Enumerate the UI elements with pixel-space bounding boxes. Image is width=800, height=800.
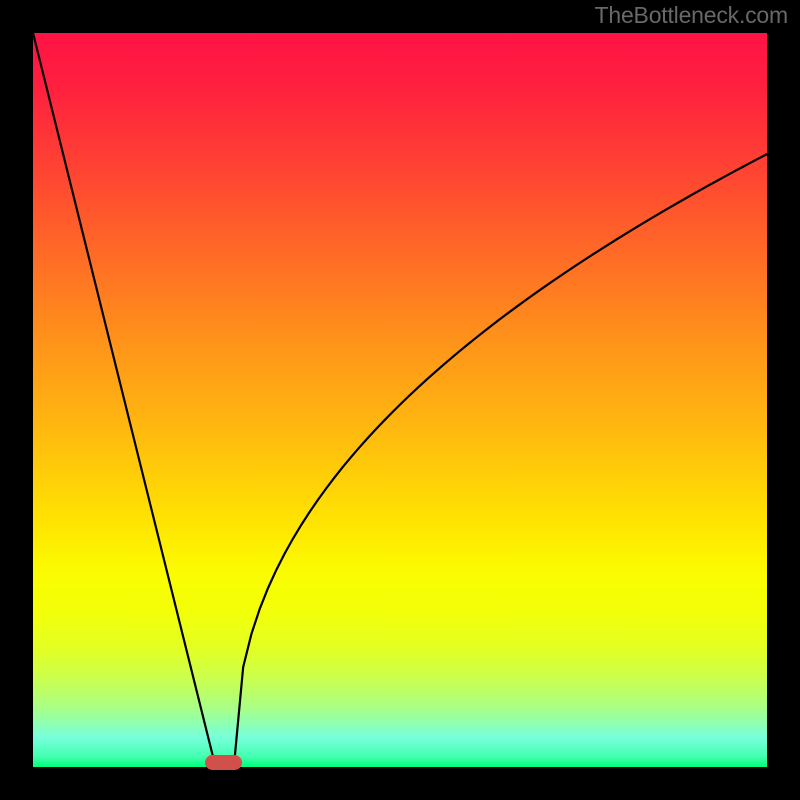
- curve-layer: [33, 33, 767, 767]
- plot-area: [33, 33, 767, 767]
- vertex-marker: [205, 755, 242, 770]
- right-curve: [235, 154, 767, 756]
- chart-canvas: { "meta": { "watermark_text": "TheBottle…: [0, 0, 800, 800]
- watermark-text: TheBottleneck.com: [595, 2, 788, 29]
- left-curve: [33, 33, 213, 756]
